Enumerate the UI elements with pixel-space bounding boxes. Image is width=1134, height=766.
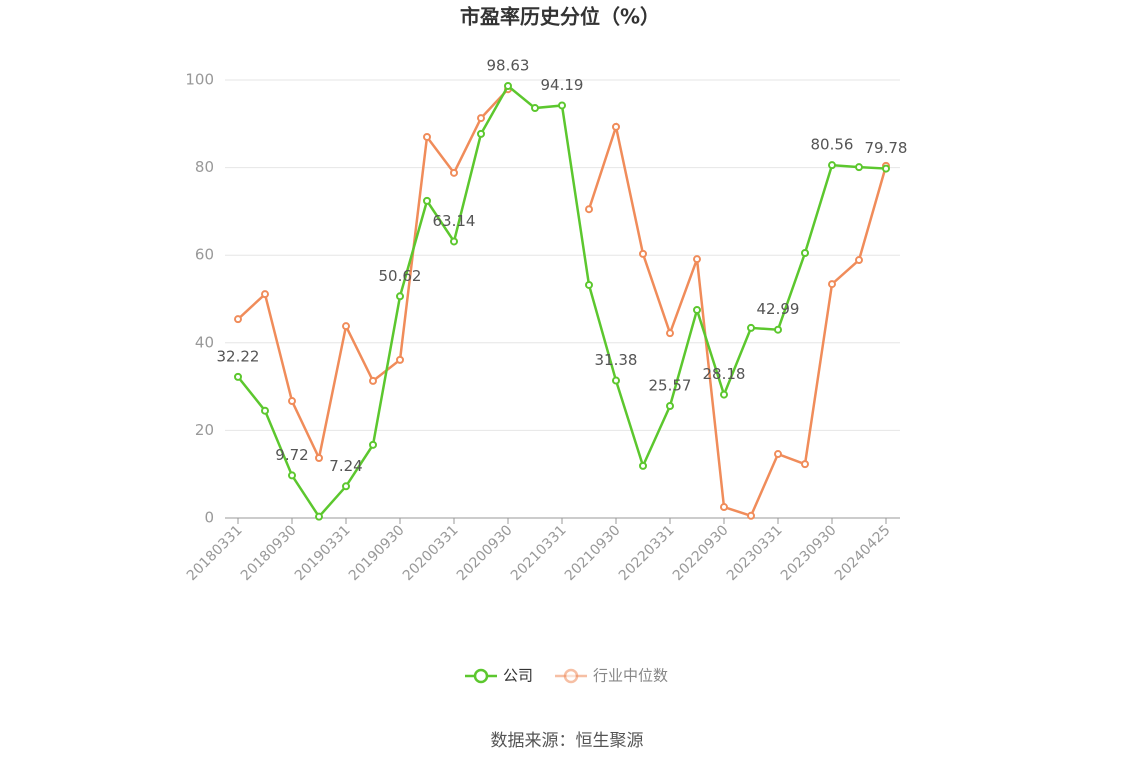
data-label: 25.57 (649, 377, 692, 395)
point (450, 237, 458, 246)
x-tick-label: 20200930 (454, 522, 516, 584)
x-tick-label: 20180331 (184, 522, 246, 584)
point (666, 402, 674, 411)
x-tick-label: 20190930 (346, 522, 408, 584)
y-tick-label: 60 (195, 246, 214, 264)
data-label: 42.99 (757, 300, 800, 318)
data-label: 7.24 (329, 457, 362, 475)
data-label: 94.19 (541, 76, 584, 94)
point (612, 122, 620, 131)
point (558, 101, 566, 110)
x-tick-label: 20230331 (724, 522, 786, 584)
point (261, 406, 269, 415)
legend-marker (563, 668, 579, 684)
point (342, 482, 350, 491)
data-label: 79.78 (865, 139, 908, 157)
y-tick-label: 100 (185, 71, 214, 89)
x-tick-label: 20220331 (616, 522, 678, 584)
point (801, 249, 809, 258)
data-label: 98.63 (487, 57, 530, 75)
point (612, 376, 620, 385)
point (369, 376, 377, 385)
data-label: 63.14 (433, 212, 476, 230)
data-label: 32.22 (217, 347, 260, 365)
point (666, 329, 674, 338)
point (288, 397, 296, 406)
data-label: 80.56 (811, 136, 854, 154)
point (396, 292, 404, 301)
point (747, 511, 755, 520)
point (369, 440, 377, 449)
point (720, 390, 728, 399)
point (504, 82, 512, 91)
point (828, 161, 836, 170)
point (828, 280, 836, 289)
point (585, 280, 593, 289)
point (288, 471, 296, 480)
point (585, 205, 593, 214)
x-tick-label: 20220930 (670, 522, 732, 584)
point (342, 322, 350, 331)
point (720, 503, 728, 512)
point (693, 255, 701, 264)
point (882, 164, 890, 173)
y-tick-label: 20 (195, 421, 214, 439)
data-label: 50.62 (379, 267, 422, 285)
x-tick-label: 20200331 (400, 522, 462, 584)
point (315, 512, 323, 521)
chart-title: 市盈率历史分位（%） (460, 5, 660, 29)
point (693, 305, 701, 314)
point (531, 104, 539, 113)
y-tick-label: 80 (195, 158, 214, 176)
legend-marker (473, 668, 489, 684)
data-label: 31.38 (595, 351, 638, 369)
legend-label: 公司 (503, 667, 533, 685)
legend-label: 行业中位数 (593, 667, 668, 685)
point (423, 132, 431, 141)
point (261, 290, 269, 299)
x-tick-label: 20210331 (508, 522, 570, 584)
point (639, 249, 647, 258)
point (747, 323, 755, 332)
x-tick-label: 20230930 (778, 522, 840, 584)
y-tick-label: 0 (204, 509, 214, 527)
source: 数据来源：恒生聚源 (491, 731, 644, 751)
point (639, 461, 647, 470)
x-tick-label: 20190331 (292, 522, 354, 584)
point (423, 196, 431, 205)
point (396, 355, 404, 364)
point (774, 450, 782, 459)
y-tick-label: 40 (195, 333, 214, 351)
series-line (587, 122, 888, 518)
point (450, 168, 458, 177)
point (234, 315, 242, 324)
point (855, 163, 863, 172)
point (855, 256, 863, 265)
point (315, 453, 323, 462)
x-tick-label: 20240425 (832, 522, 894, 584)
point (234, 372, 242, 381)
data-label: 9.72 (275, 446, 308, 464)
point (477, 114, 485, 123)
series-line (237, 88, 509, 462)
x-tick-label: 20180930 (238, 522, 300, 584)
point (477, 129, 485, 138)
point (801, 460, 809, 469)
x-tick-label: 20210930 (562, 522, 624, 584)
data-label: 28.18 (703, 365, 746, 383)
point (774, 325, 782, 334)
